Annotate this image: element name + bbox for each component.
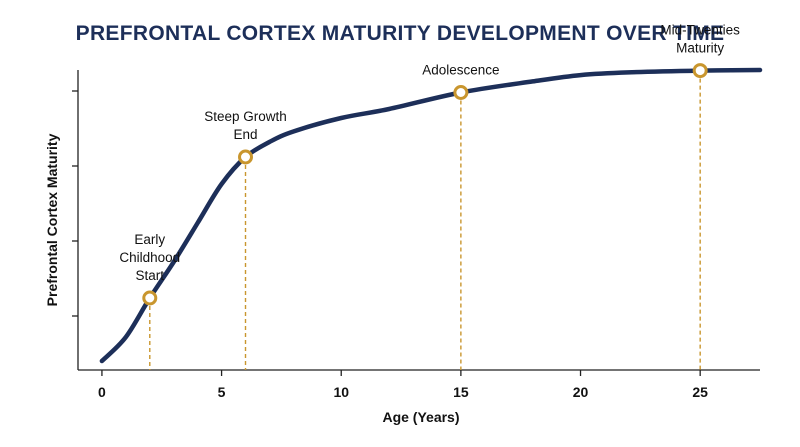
data-point-marker — [238, 149, 254, 165]
x-axis-label: Age (Years) — [382, 409, 459, 425]
x-tick-label: 25 — [692, 384, 708, 400]
guide-lines — [149, 78, 701, 370]
markers — [142, 63, 708, 306]
annotation-label: Childhood — [119, 250, 180, 265]
x-tick-label: 0 — [98, 384, 106, 400]
series-line — [99, 67, 763, 364]
series-group — [99, 67, 763, 364]
annotation-label: Early — [134, 232, 165, 247]
x-tick-label: 15 — [453, 384, 469, 400]
x-tick-label: 5 — [218, 384, 226, 400]
y-axis-label: Prefrontal Cortex Maturity — [44, 133, 60, 306]
annotation-label: Adolescence — [422, 63, 499, 78]
annotation-label: Maturity — [676, 41, 724, 56]
annotation-label: Start — [136, 268, 165, 283]
data-point-marker — [142, 290, 158, 306]
data-point-marker — [692, 63, 708, 79]
annotation-label: Mid-Twenties — [660, 23, 740, 38]
x-tick-label: 20 — [573, 384, 589, 400]
annotation-label: Steep Growth — [204, 109, 287, 124]
labels: Early Childhood Start Steep Growth End Adoles… — [119, 23, 740, 283]
x-tick-label: 10 — [333, 384, 349, 400]
annotation-label: End — [233, 127, 257, 142]
chart-title: PREFRONTAL CORTEX MATURITY DEVELOPMENT O… — [75, 22, 725, 45]
axes: 0 5 10 15 20 25 Age (Years) Prefrontal Cortex M… — [44, 70, 760, 425]
data-point-marker — [453, 85, 469, 100]
